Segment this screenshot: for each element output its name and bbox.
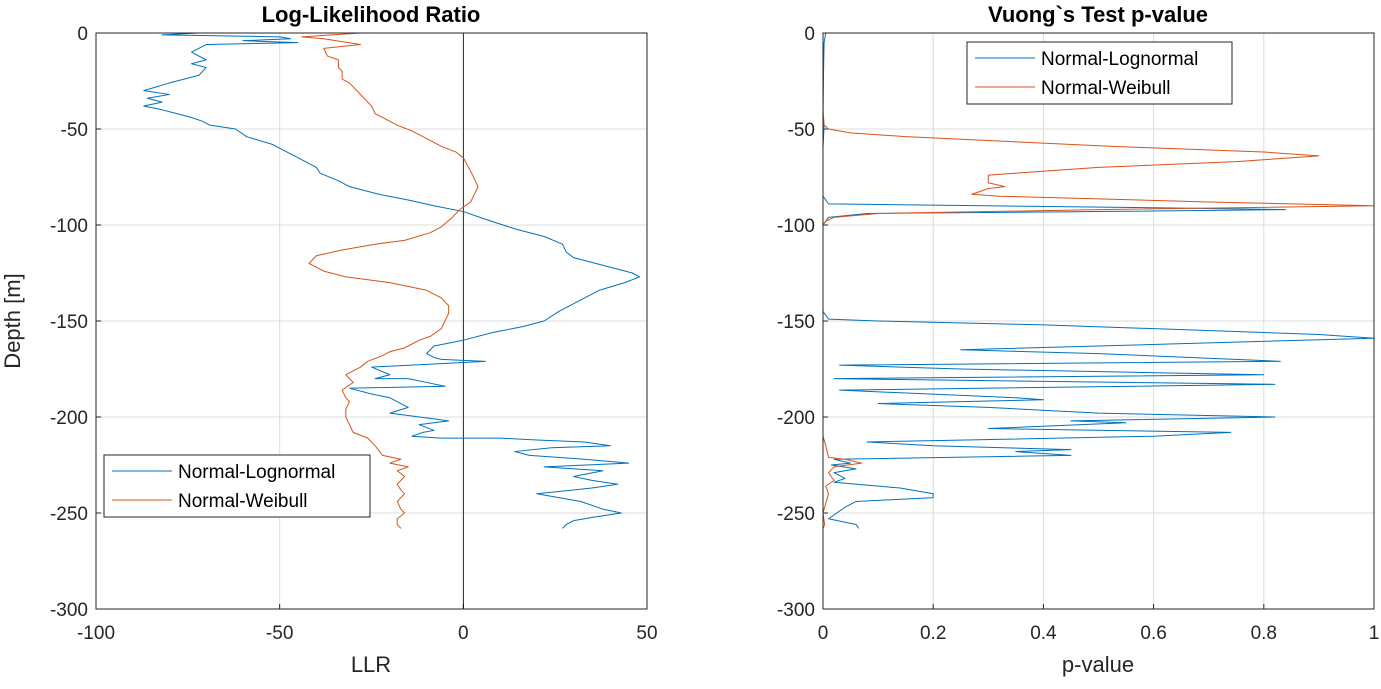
legend-box	[966, 41, 1233, 105]
y-tick-label: -150	[777, 312, 815, 333]
plot-frame	[95, 32, 648, 610]
chart-title: Log-Likelihood Ratio	[262, 2, 481, 27]
x-axis-label: p-value	[1062, 652, 1134, 677]
x-tick-label: -50	[266, 623, 293, 644]
x-tick-label: 0.6	[1140, 623, 1166, 644]
y-tick-label: -200	[777, 408, 815, 429]
legend-label: Normal-Weibull	[1041, 78, 1171, 99]
x-tick-label: 0.4	[1030, 623, 1057, 644]
y-tick-label: -250	[777, 504, 815, 525]
legend-label: Normal-Lognormal	[178, 462, 335, 483]
y-tick-label: -50	[61, 120, 88, 141]
legend-box	[103, 454, 371, 518]
y-tick-label: -100	[50, 216, 88, 237]
y-tick-label: -200	[50, 408, 88, 429]
legend-label: Normal-Weibull	[178, 491, 308, 512]
x-tick-label: 1	[1369, 623, 1380, 644]
legend: Normal-Lognormal Normal-Weibull	[103, 454, 371, 518]
x-tick-label: 0.2	[920, 623, 946, 644]
x-tick-label: 50	[636, 623, 657, 644]
series-line-normal-lognormal	[822, 32, 1375, 529]
y-tick-label: 0	[804, 24, 815, 45]
x-tick-label: 0.8	[1251, 623, 1277, 644]
x-tick-label: 0	[818, 623, 829, 644]
chart-title: Vuong`s Test p-value	[988, 2, 1208, 27]
legend-label: Normal-Lognormal	[1041, 49, 1198, 70]
chart-panel-2: 0 0.2 0.4 0.6 0.8 1 0 -50 -100 -150 -200 -250 -300 Vu…	[777, 2, 1379, 677]
x-tick-label: 0	[458, 623, 469, 644]
series-line-normal-lognormal	[143, 32, 641, 529]
x-tick-label: -100	[77, 623, 115, 644]
y-axis-label: Depth [m]	[0, 273, 25, 368]
legend: Normal-Lognormal Normal-Weibull	[966, 41, 1233, 105]
y-tick-label: -150	[50, 312, 88, 333]
plot-frame	[822, 32, 1375, 610]
y-tick-label: -300	[777, 600, 815, 621]
chart-panel-1: -100 -50 0 50 0 -50 -100 -150 -200 -250 -300 Log-Li…	[0, 2, 658, 677]
x-axis-label: LLR	[351, 652, 391, 677]
y-tick-label: -100	[777, 216, 815, 237]
y-tick-label: -300	[50, 600, 88, 621]
series-line-normal-weibull	[822, 33, 1375, 529]
y-tick-label: -50	[788, 120, 815, 141]
y-tick-label: 0	[77, 24, 88, 45]
series-line-normal-weibull	[301, 32, 479, 529]
y-tick-label: -250	[50, 504, 88, 525]
